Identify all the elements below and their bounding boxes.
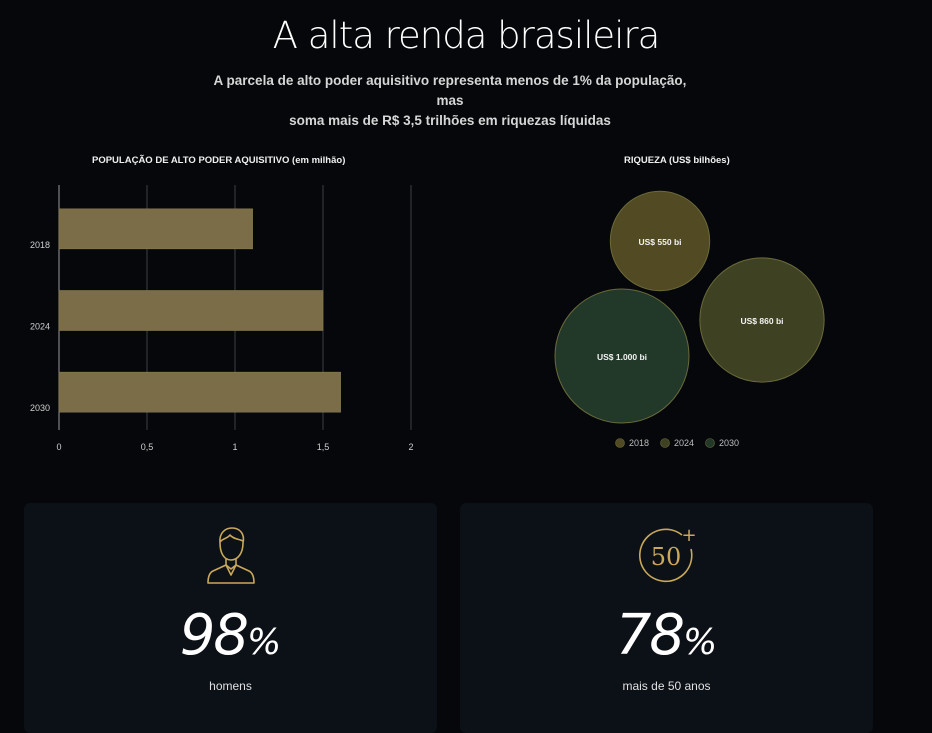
bubble-2024: US$ 860 bi [699, 257, 825, 383]
y-tick-label: 2030 [30, 403, 50, 413]
x-tick-label: 0 [56, 442, 61, 452]
stat-unit-men: % [247, 622, 282, 663]
y-tick-label: 2024 [30, 322, 50, 332]
stat-caption-men: homens [209, 679, 252, 693]
legend-item-2030: 2030 [705, 438, 739, 448]
stat-number-men: 98 [179, 603, 249, 668]
bubble-circle [609, 190, 711, 292]
man-icon [205, 525, 257, 590]
legend-item-2024: 2024 [660, 438, 694, 448]
stat-number-age: 78 [615, 603, 685, 668]
legend-swatch [660, 438, 670, 448]
bubble-2030: US$ 1.000 bi [554, 288, 690, 424]
bubble-2018: US$ 550 bi [609, 190, 711, 292]
bubble-chart-title: RIQUEZA (US$ bilhões) [624, 155, 730, 166]
bar-chart-title: POPULAÇÃO DE ALTO PODER AQUISITIVO (em m… [92, 155, 346, 166]
fifty-text: 50 [650, 543, 681, 571]
legend-swatch [705, 438, 715, 448]
y-tick-label: 2018 [30, 240, 50, 250]
x-tick-label: 2 [408, 442, 413, 452]
stat-card-age: 50 + 78% mais de 50 anos [460, 503, 873, 733]
legend-label: 2024 [674, 438, 694, 448]
legend-label: 2030 [719, 438, 739, 448]
stat-value-men: 98% [24, 603, 437, 668]
stat-value-age: 78% [460, 603, 873, 668]
legend-swatch [615, 438, 625, 448]
bubble-circle [554, 288, 690, 424]
stat-caption-age: mais de 50 anos [622, 679, 711, 693]
bar-2030 [58, 371, 341, 413]
wealth-bubble-chart: US$ 550 bi US$ 860 bi US$ 1.000 bi 2018 2024… [554, 190, 825, 448]
page-subtitle: A parcela de alto poder aquisitivo repre… [200, 71, 700, 131]
bubble-label: US$ 1.000 bi [597, 352, 647, 362]
plus-text: + [681, 525, 696, 546]
x-tick-label: 1 [232, 442, 237, 452]
x-tick-label: 1,5 [317, 442, 330, 452]
bubble-circle [699, 257, 825, 383]
bar-2018 [58, 208, 253, 250]
fifty-plus-icon: 50 + [637, 525, 697, 590]
legend-item-2018: 2018 [615, 438, 649, 448]
page-title: A alta renda brasileira [272, 14, 661, 57]
bubble-label: US$ 550 bi [639, 237, 682, 247]
stat-card-men: 98% homens [24, 503, 437, 733]
stat-unit-age: % [683, 622, 718, 663]
legend-label: 2018 [629, 438, 649, 448]
population-bar-chart: 0 0,5 1 1,5 2 2018 2024 2030 [30, 185, 414, 452]
subtitle-line-1: A parcela de alto poder aquisitivo repre… [213, 73, 687, 108]
bubble-label: US$ 860 bi [741, 316, 784, 326]
subtitle-line-2: soma mais de R$ 3,5 trilhões em riquezas… [289, 113, 611, 128]
x-tick-label: 0,5 [141, 442, 154, 452]
bar-2024 [58, 290, 324, 331]
